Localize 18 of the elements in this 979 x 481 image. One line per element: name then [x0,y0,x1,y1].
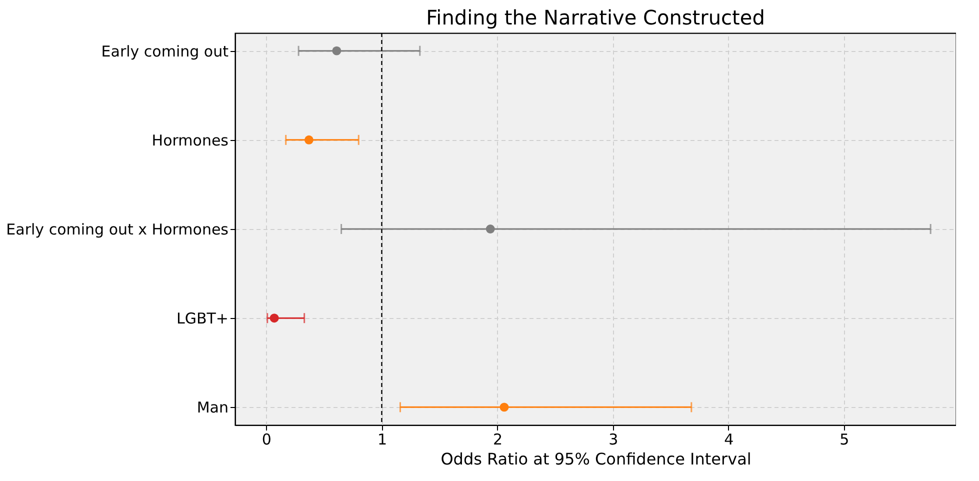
x-tick-label: 5 [840,430,850,448]
x-tick-label: 0 [262,430,272,448]
point [332,46,342,56]
x-tick-label: 4 [724,430,734,448]
y-tick-label: Man [196,398,228,417]
point [486,224,495,234]
y-tick-label: Early coming out x Hormones [6,220,229,238]
point [500,402,509,412]
point [270,314,279,323]
point [304,135,314,144]
x-axis-title: Odds Ratio at 95% Confidence Interval [440,450,752,468]
x-tick-label: 3 [608,430,618,448]
y-tick-label: Hormones [152,131,229,150]
y-tick-label: LGBT+ [176,310,228,328]
y-tick-label: Early coming out [101,42,229,60]
x-tick-label: 2 [493,430,503,448]
x-tick-label: 1 [377,430,388,448]
chart-title: Finding the Narrative Constructed [426,5,765,30]
